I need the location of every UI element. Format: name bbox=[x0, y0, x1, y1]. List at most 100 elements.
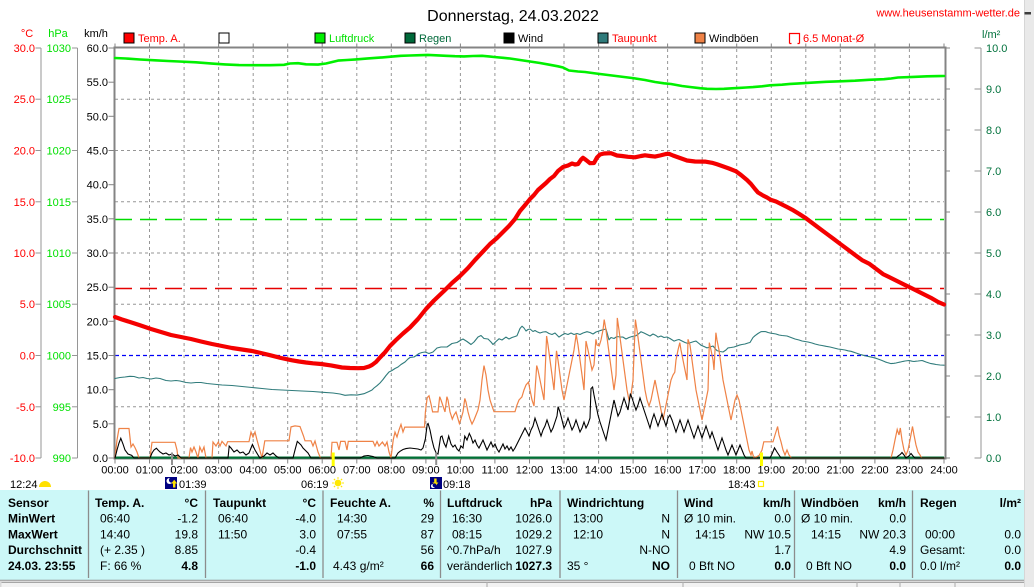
svg-text:°C: °C bbox=[185, 496, 199, 510]
svg-text:14:30: 14:30 bbox=[337, 512, 367, 526]
svg-text:9.0: 9.0 bbox=[986, 84, 1001, 96]
svg-text:N-NO: N-NO bbox=[639, 543, 670, 557]
svg-text:87: 87 bbox=[421, 527, 435, 541]
svg-text:0.0: 0.0 bbox=[1004, 543, 1021, 557]
svg-text:15.0: 15.0 bbox=[14, 197, 35, 209]
svg-text:0.0: 0.0 bbox=[889, 512, 906, 526]
svg-text:0 Bft NO: 0 Bft NO bbox=[689, 559, 735, 573]
svg-text:Feuchte A.: Feuchte A. bbox=[330, 496, 391, 510]
svg-text:4.8: 4.8 bbox=[181, 559, 198, 573]
svg-text:4.0: 4.0 bbox=[986, 289, 1001, 301]
svg-text:990: 990 bbox=[53, 453, 71, 465]
svg-text:01:39: 01:39 bbox=[179, 479, 207, 491]
svg-text:hPa: hPa bbox=[530, 496, 552, 510]
svg-text:-1.2: -1.2 bbox=[177, 512, 198, 526]
svg-text:Luftdruck: Luftdruck bbox=[447, 496, 503, 510]
svg-text:10.0: 10.0 bbox=[14, 248, 35, 260]
svg-text:24.03. 23:55: 24.03. 23:55 bbox=[8, 559, 76, 573]
svg-text:-4.0: -4.0 bbox=[295, 512, 316, 526]
svg-text:22:00: 22:00 bbox=[861, 465, 889, 477]
svg-text:-5.0: -5.0 bbox=[16, 402, 35, 414]
svg-text:50.0: 50.0 bbox=[87, 111, 108, 123]
svg-text:4.9: 4.9 bbox=[889, 543, 906, 557]
svg-text:0.0: 0.0 bbox=[774, 512, 791, 526]
svg-text:02:00: 02:00 bbox=[170, 465, 198, 477]
svg-text:Temp. A.: Temp. A. bbox=[138, 33, 181, 45]
svg-text:Taupunkt: Taupunkt bbox=[213, 496, 266, 510]
svg-text:Wind: Wind bbox=[684, 496, 713, 510]
svg-text:1030: 1030 bbox=[47, 43, 71, 55]
svg-text:Ø 10 min.: Ø 10 min. bbox=[801, 512, 853, 526]
svg-text:16:00: 16:00 bbox=[654, 465, 682, 477]
svg-text:35 °: 35 ° bbox=[567, 559, 589, 573]
svg-text:3.0: 3.0 bbox=[986, 330, 1001, 342]
svg-text:F: 66 %: F: 66 % bbox=[100, 559, 142, 573]
svg-text:7.0: 7.0 bbox=[986, 166, 1001, 178]
svg-text:1029.2: 1029.2 bbox=[515, 527, 552, 541]
svg-text:www.heusenstamm-wetter.de: www.heusenstamm-wetter.de bbox=[875, 8, 1020, 20]
svg-text:14:15: 14:15 bbox=[811, 527, 841, 541]
svg-text:5.0: 5.0 bbox=[986, 248, 1001, 260]
svg-text:20.0: 20.0 bbox=[14, 146, 35, 158]
svg-text:1015: 1015 bbox=[47, 197, 71, 209]
svg-text:Windböen: Windböen bbox=[801, 496, 859, 510]
svg-text:06:19: 06:19 bbox=[301, 479, 329, 491]
svg-text:Regen: Regen bbox=[419, 33, 451, 45]
svg-text:12:24: 12:24 bbox=[10, 479, 38, 491]
svg-text:1027.3: 1027.3 bbox=[515, 559, 552, 573]
svg-text:°C: °C bbox=[303, 496, 317, 510]
svg-text:0.0: 0.0 bbox=[986, 453, 1001, 465]
svg-text:25.0: 25.0 bbox=[87, 282, 108, 294]
svg-text:07:55: 07:55 bbox=[337, 527, 367, 541]
svg-text:15.0: 15.0 bbox=[87, 351, 108, 363]
svg-text:1020: 1020 bbox=[47, 146, 71, 158]
svg-text:Windböen: Windböen bbox=[709, 33, 759, 45]
svg-text:08:00: 08:00 bbox=[378, 465, 406, 477]
svg-text:km/h: km/h bbox=[84, 28, 108, 40]
svg-text:2.0: 2.0 bbox=[986, 371, 1001, 383]
svg-text:Luftdruck: Luftdruck bbox=[329, 33, 375, 45]
svg-text:01:00: 01:00 bbox=[136, 465, 164, 477]
svg-text:0.0: 0.0 bbox=[1004, 527, 1021, 541]
svg-text:Gesamt:: Gesamt: bbox=[920, 543, 965, 557]
svg-text:0.0: 0.0 bbox=[889, 559, 906, 573]
svg-text:17:00: 17:00 bbox=[688, 465, 716, 477]
svg-text:995: 995 bbox=[53, 402, 71, 414]
svg-text:1026.0: 1026.0 bbox=[515, 512, 552, 526]
svg-text:12:00: 12:00 bbox=[516, 465, 544, 477]
svg-text:23:00: 23:00 bbox=[896, 465, 924, 477]
svg-text:40.0: 40.0 bbox=[87, 180, 108, 192]
svg-text:14:00: 14:00 bbox=[585, 465, 613, 477]
svg-text:6.0: 6.0 bbox=[986, 207, 1001, 219]
svg-text:09:18: 09:18 bbox=[443, 479, 471, 491]
svg-text:Temp. A.: Temp. A. bbox=[95, 496, 144, 510]
svg-text:56: 56 bbox=[421, 543, 435, 557]
svg-text:18:43: 18:43 bbox=[728, 479, 756, 491]
svg-text:8.0: 8.0 bbox=[986, 125, 1001, 137]
svg-text:1.7: 1.7 bbox=[774, 543, 791, 557]
svg-text:km/h: km/h bbox=[763, 496, 791, 510]
svg-text:NO: NO bbox=[652, 559, 670, 573]
svg-text:Windrichtung: Windrichtung bbox=[567, 496, 644, 510]
svg-text:21:00: 21:00 bbox=[827, 465, 855, 477]
svg-text:07:00: 07:00 bbox=[343, 465, 371, 477]
svg-text:Wind: Wind bbox=[518, 33, 543, 45]
svg-text:30.0: 30.0 bbox=[14, 43, 35, 55]
svg-text:Regen: Regen bbox=[920, 496, 957, 510]
svg-text:%: % bbox=[423, 496, 434, 510]
svg-text:35.0: 35.0 bbox=[87, 214, 108, 226]
svg-text:0.0: 0.0 bbox=[20, 351, 35, 363]
svg-text:-10.0: -10.0 bbox=[10, 453, 35, 465]
svg-text:45.0: 45.0 bbox=[87, 146, 108, 158]
svg-text:13:00: 13:00 bbox=[550, 465, 578, 477]
svg-text:veränderlich: veränderlich bbox=[447, 559, 512, 573]
svg-text:0.0: 0.0 bbox=[93, 453, 108, 465]
svg-text:Taupunkt: Taupunkt bbox=[612, 33, 657, 45]
svg-text:10.0: 10.0 bbox=[87, 385, 108, 397]
svg-text:60.0: 60.0 bbox=[87, 43, 108, 55]
svg-text:8.85: 8.85 bbox=[175, 543, 199, 557]
svg-text:^0.7hPa/h: ^0.7hPa/h bbox=[447, 543, 501, 557]
svg-text:03:00: 03:00 bbox=[205, 465, 233, 477]
svg-text:24:00: 24:00 bbox=[930, 465, 958, 477]
svg-text:4.43 g/m²: 4.43 g/m² bbox=[333, 559, 384, 573]
